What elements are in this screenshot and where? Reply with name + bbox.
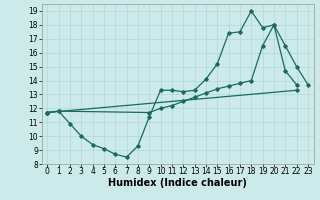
X-axis label: Humidex (Indice chaleur): Humidex (Indice chaleur) bbox=[108, 178, 247, 188]
